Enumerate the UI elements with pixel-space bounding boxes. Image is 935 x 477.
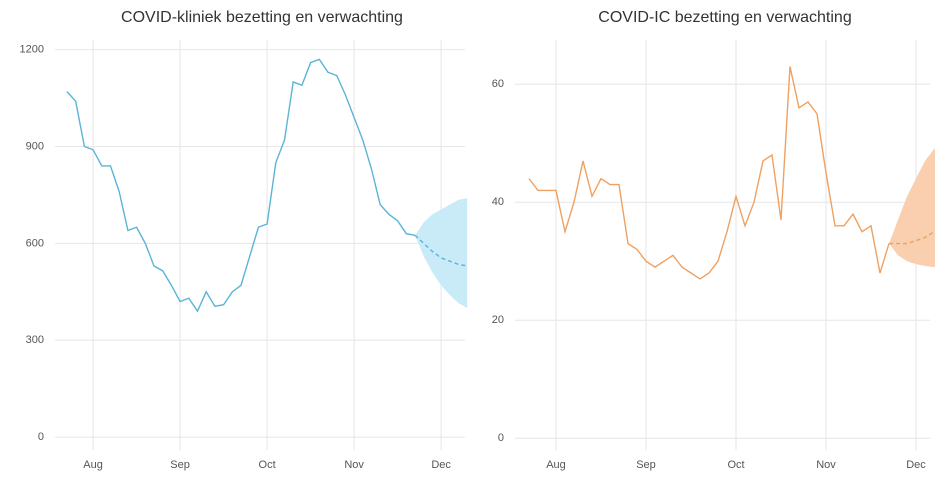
y-tick-label: 0 [38,431,44,443]
y-tick-label: 1200 [20,44,44,56]
forecast-line [889,230,935,245]
x-tick-label: Sep [636,459,656,471]
y-tick-label: 300 [26,334,44,346]
x-tick-label: Dec [906,459,926,471]
x-tick-label: Dec [431,459,451,471]
y-tick-label: 40 [492,196,504,208]
forecast-band [889,148,935,268]
observed-line [66,58,416,313]
y-tick-label: 0 [498,432,504,444]
x-tick-label: Aug [83,459,103,471]
x-tick-label: Oct [727,459,744,471]
x-tick-label: Sep [170,459,190,471]
y-tick-label: 20 [492,314,504,326]
x-tick-label: Oct [259,459,276,471]
y-tick-label: 600 [26,237,44,249]
x-tick-label: Nov [816,459,836,471]
x-tick-label: Nov [344,459,364,471]
observed-line [528,66,890,280]
forecast-band [415,198,468,308]
y-tick-label: 900 [26,140,44,152]
chart-title: COVID-IC bezetting en verwachting [598,9,851,26]
x-tick-label: Aug [546,459,566,471]
chart-title: COVID-kliniek bezetting en verwachting [121,9,403,26]
y-tick-label: 60 [492,78,504,90]
